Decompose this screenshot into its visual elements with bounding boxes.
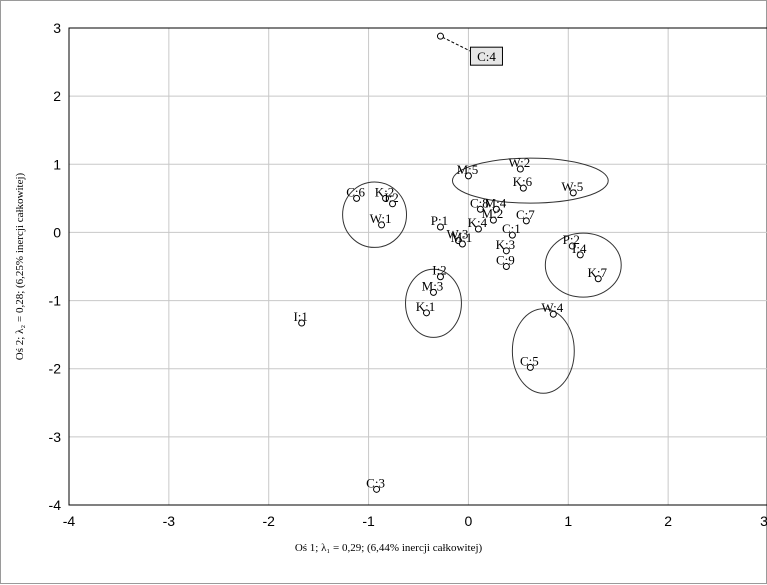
x-tick-label: -4: [63, 513, 76, 529]
data-points: C:4M:5 W:2K:6 W:5C:6 K:2I:2W:1 P:1C:8M:4M:2 C…: [293, 32, 607, 493]
point-label: C:7: [516, 207, 535, 222]
data-point: [389, 200, 397, 208]
data-point: [508, 231, 516, 239]
data-point: [576, 251, 584, 259]
cluster-ellipses: [342, 157, 622, 394]
point-label: M:1: [451, 230, 473, 245]
plot-area-border: [68, 27, 767, 506]
cluster-ellipse: [511, 308, 575, 394]
data-point: [436, 32, 444, 40]
x-tick-label: 1: [564, 513, 572, 529]
data-point: [594, 275, 602, 283]
x-tick-label: 3: [760, 513, 767, 529]
label-leader-line: [442, 36, 471, 52]
cluster-ellipse: [451, 157, 609, 204]
x-tick-label: 0: [465, 513, 473, 529]
data-point: [382, 194, 390, 202]
data-point: [474, 225, 482, 233]
point-label: K:3: [496, 237, 516, 252]
y-tick-label: 0: [53, 224, 61, 240]
point-label: C:4: [477, 49, 496, 64]
cluster-ellipse: [544, 232, 622, 298]
data-point: [502, 263, 510, 270]
grid-lines: [68, 27, 767, 506]
point-label: M:3: [422, 278, 444, 293]
point-label: W:5: [561, 179, 583, 194]
data-point: [502, 247, 510, 255]
data-point: [436, 223, 444, 231]
data-point: [458, 240, 466, 248]
point-label: C:9: [496, 253, 515, 268]
point-label: W:1: [370, 211, 392, 226]
point-label: W:3: [446, 227, 468, 242]
data-point: [436, 273, 444, 281]
data-point: [489, 216, 497, 224]
x-axis-label: Oś 1; λ₁ = 0,29; (6,44% inercji całkowit…: [295, 542, 483, 554]
point-label: P:2: [563, 232, 580, 247]
data-point: [519, 184, 527, 192]
data-point: [549, 310, 557, 318]
x-tick-label: -3: [163, 513, 176, 529]
point-label: I:2: [432, 263, 446, 278]
point-label: K:4: [468, 215, 488, 230]
data-point: [353, 194, 361, 202]
point-label: M:4: [485, 195, 507, 210]
data-point: [422, 309, 430, 317]
data-point: [378, 221, 386, 229]
y-tick-label: 2: [53, 88, 61, 104]
data-point: [298, 319, 306, 327]
x-tick-label: 2: [664, 513, 672, 529]
data-point: [526, 363, 534, 371]
x-tick-label: -1: [362, 513, 375, 529]
y-tick-label: 3: [53, 20, 61, 36]
label-box: [469, 46, 503, 66]
point-label: W:4: [541, 300, 563, 315]
point-label: K:2: [375, 184, 395, 199]
data-point: [464, 172, 472, 180]
cluster-ellipse: [342, 181, 408, 248]
point-label: P:1: [431, 213, 448, 228]
point-label: I:2: [384, 190, 398, 205]
point-label: K:7: [587, 265, 607, 280]
data-point: [569, 189, 577, 197]
x-tick-label: -2: [262, 513, 275, 529]
y-tick-label: 1: [53, 156, 61, 172]
point-label: C:5: [520, 353, 539, 368]
point-label: C:1: [502, 221, 521, 236]
point-label: M:2: [482, 206, 504, 221]
data-point: [492, 205, 500, 213]
cluster-ellipse: [405, 268, 462, 338]
data-point: [476, 205, 484, 213]
point-label: K:1: [416, 299, 436, 314]
tick-labels: -4 -3 -2 -1 0 1 2 3 -4 -3 -2 -1 0 1 2 3: [49, 20, 767, 529]
y-tick-label: -2: [49, 361, 62, 377]
y-tick-label: -4: [49, 497, 62, 513]
point-label: I:4: [572, 241, 587, 256]
y-tick-label: -3: [49, 429, 62, 445]
point-label: W:2: [508, 155, 530, 170]
point-label: M:5: [457, 162, 479, 177]
data-point: [568, 242, 576, 250]
data-point: [522, 217, 530, 225]
point-label: C:8: [470, 195, 489, 210]
y-axis-label: Oś 2; λ₂ = 0,28; (6,25% inercji całkowit…: [14, 172, 26, 360]
point-label: I:1: [293, 309, 307, 324]
data-point: [373, 485, 381, 493]
data-point: [516, 165, 524, 173]
point-label: C:6: [346, 184, 365, 199]
point-label: C:3: [366, 475, 385, 490]
point-label: K:6: [513, 174, 533, 189]
data-point: [429, 288, 437, 296]
y-tick-label: -1: [49, 293, 62, 309]
